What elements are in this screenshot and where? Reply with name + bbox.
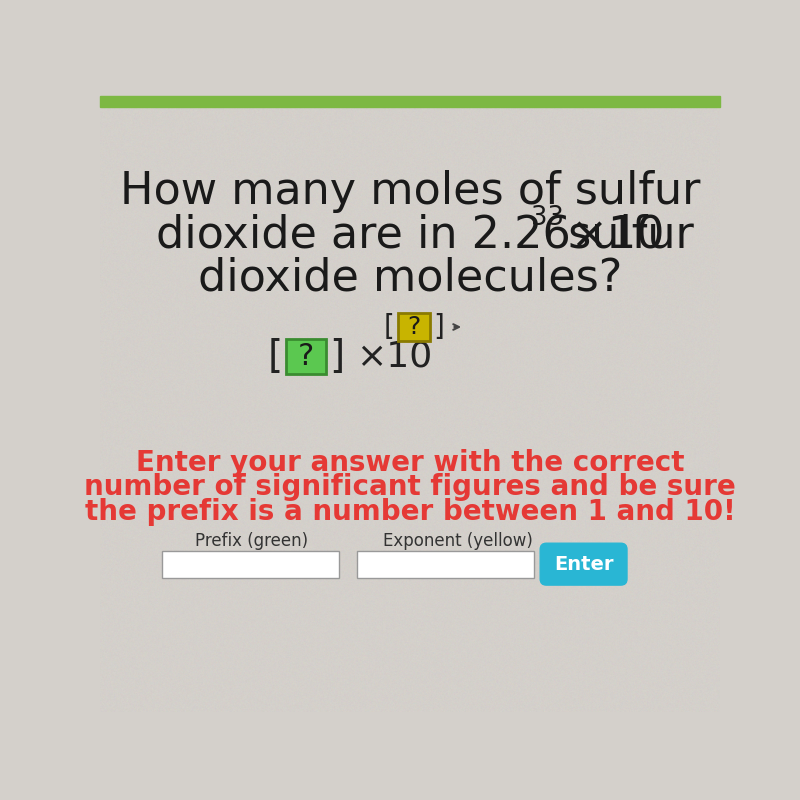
Text: Exponent (yellow): Exponent (yellow) <box>383 532 534 550</box>
Text: Enter: Enter <box>554 554 614 574</box>
FancyBboxPatch shape <box>162 551 338 578</box>
Text: number of significant figures and be sure: number of significant figures and be sur… <box>84 473 736 501</box>
FancyBboxPatch shape <box>398 313 430 341</box>
Text: Prefix (green): Prefix (green) <box>195 532 309 550</box>
Text: dioxide molecules?: dioxide molecules? <box>198 256 622 299</box>
Text: Enter your answer with the correct: Enter your answer with the correct <box>136 449 684 477</box>
Bar <box>100 96 720 107</box>
Text: How many moles of sulfur: How many moles of sulfur <box>120 170 700 213</box>
Text: [: [ <box>384 313 394 341</box>
Text: ]: ] <box>330 338 345 375</box>
Text: dioxide are in 2.26×10: dioxide are in 2.26×10 <box>156 213 664 256</box>
Text: sulfur: sulfur <box>554 213 694 256</box>
Text: ?: ? <box>407 315 420 339</box>
Text: ×10: ×10 <box>356 339 432 374</box>
Text: 33: 33 <box>531 205 564 231</box>
Text: [: [ <box>268 338 283 375</box>
FancyBboxPatch shape <box>358 551 534 578</box>
Text: the prefix is a number between 1 and 10!: the prefix is a number between 1 and 10! <box>85 498 735 526</box>
Text: ]: ] <box>433 313 444 341</box>
Text: ?: ? <box>298 342 314 371</box>
FancyBboxPatch shape <box>540 543 627 585</box>
FancyBboxPatch shape <box>286 338 326 374</box>
